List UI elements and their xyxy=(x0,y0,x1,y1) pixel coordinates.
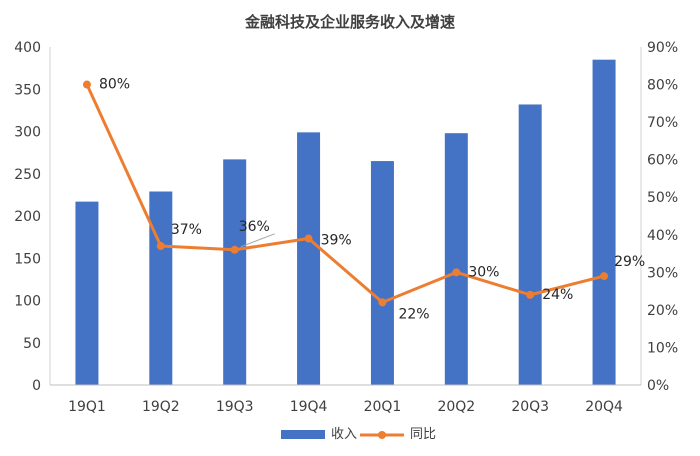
legend-swatch-revenue xyxy=(281,430,325,439)
bar-19Q3 xyxy=(223,159,247,385)
point-19Q2 xyxy=(156,242,165,251)
bar-20Q4 xyxy=(592,59,616,386)
y-right-tick-label: 80% xyxy=(647,78,678,94)
data-label-20Q3: 24% xyxy=(542,287,573,303)
data-label-19Q3: 36% xyxy=(239,219,270,235)
x-tick-label: 19Q1 xyxy=(68,399,106,415)
y-right-tick-label: 40% xyxy=(647,228,678,244)
legend-label-growth: 同比 xyxy=(410,427,436,442)
line-growth xyxy=(85,83,605,304)
y-right-tick-label: 20% xyxy=(647,303,678,319)
x-tick-label: 19Q3 xyxy=(216,399,254,415)
bar-20Q2 xyxy=(444,133,468,385)
y-right-tick-label: 90% xyxy=(647,40,678,56)
line-series: 80% 37% 36% 39% 22% 30% 24% 29% xyxy=(82,77,645,322)
data-label-19Q2: 37% xyxy=(171,222,202,238)
x-tick-label: 20Q3 xyxy=(511,399,549,415)
point-20Q4 xyxy=(600,272,609,281)
data-label-20Q2: 30% xyxy=(468,264,499,280)
x-tick-label: 20Q4 xyxy=(585,399,623,415)
bar-19Q1 xyxy=(75,201,99,385)
y-left-tick-label: 300 xyxy=(14,125,41,141)
y-left-tick-label: 0 xyxy=(32,378,41,394)
data-label-20Q4: 29% xyxy=(614,254,645,270)
point-20Q2 xyxy=(452,268,461,277)
y-left-tick-label: 150 xyxy=(14,251,41,267)
axes: 0 50 100 150 200 250 300 350 400 0% 10% 20% 30% 40% 50… xyxy=(14,40,678,415)
y-right-tick-label: 70% xyxy=(647,115,678,131)
bar-series xyxy=(75,59,616,386)
bar-20Q1 xyxy=(370,161,394,385)
bar-20Q3 xyxy=(518,104,542,386)
point-20Q1 xyxy=(378,298,387,307)
bar-19Q2 xyxy=(149,191,173,385)
point-19Q4 xyxy=(304,234,313,243)
label-leader-line xyxy=(240,233,275,248)
x-tick-label: 20Q1 xyxy=(364,399,402,415)
chart-title: 金融科技及企业服务收入及增速 xyxy=(244,13,455,31)
data-label-19Q4: 39% xyxy=(321,233,352,249)
data-label-19Q1: 80% xyxy=(99,77,130,93)
y-left-tick-label: 250 xyxy=(14,167,41,183)
y-left-tick-label: 200 xyxy=(14,209,41,225)
y-left-tick-label: 400 xyxy=(14,40,41,56)
y-right-tick-label: 10% xyxy=(647,340,678,356)
data-label-20Q1: 22% xyxy=(398,306,429,322)
y-left-tick-label: 350 xyxy=(14,82,41,98)
point-19Q1 xyxy=(82,80,91,89)
x-tick-label: 20Q2 xyxy=(437,399,475,415)
legend: 收入 同比 xyxy=(281,427,436,442)
y-right-tick-label: 30% xyxy=(647,265,678,281)
y-right-tick-label: 60% xyxy=(647,153,678,169)
bar-19Q4 xyxy=(297,132,321,385)
point-19Q3 xyxy=(230,245,239,254)
legend-label-revenue: 收入 xyxy=(331,427,357,442)
y-right-tick-label: 0% xyxy=(647,378,669,394)
x-tick-label: 19Q2 xyxy=(142,399,180,415)
y-left-tick-label: 100 xyxy=(14,294,41,310)
y-left-tick-label: 50 xyxy=(23,336,41,352)
legend-marker-growth xyxy=(378,431,386,439)
y-right-tick-label: 50% xyxy=(647,190,678,206)
point-20Q3 xyxy=(526,290,535,299)
x-tick-label: 19Q4 xyxy=(290,399,328,415)
